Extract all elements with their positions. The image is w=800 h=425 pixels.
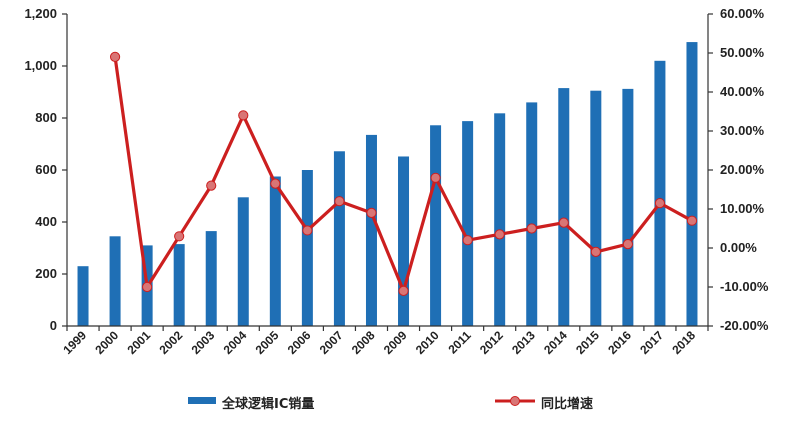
bar-2000 <box>109 236 121 326</box>
growth-point-2010 <box>430 172 441 183</box>
legend-label-sales: 全球逻辑IC销量 <box>221 396 314 412</box>
x-tick-label: 2016 <box>605 328 634 357</box>
growth-point-2000 <box>109 51 121 63</box>
growth-point-2016 <box>622 239 633 250</box>
growth-point-2018 <box>686 215 698 226</box>
right-tick-label: 50.00% <box>720 45 765 60</box>
left-tick-label: 800 <box>35 110 57 125</box>
growth-point-2014 <box>558 217 569 228</box>
x-tick-label: 2018 <box>669 328 698 357</box>
legend-marker-swatch <box>510 396 520 406</box>
growth-point-2013 <box>526 223 537 234</box>
growth-point-2007 <box>334 196 345 207</box>
x-tick-label: 2004 <box>221 328 250 357</box>
x-tick-label: 2007 <box>317 328 346 357</box>
bar-series <box>77 42 698 327</box>
left-tick-label: 200 <box>35 266 57 281</box>
x-tick-label: 2001 <box>124 328 153 357</box>
bar-2018 <box>686 42 698 327</box>
growth-point-2008 <box>366 207 377 218</box>
x-tick-label: 2011 <box>445 328 474 357</box>
bar-2005 <box>269 176 281 326</box>
right-tick-label: 60.00% <box>720 6 765 21</box>
bar-2012 <box>494 113 506 326</box>
growth-point-2003 <box>206 180 217 191</box>
x-tick-label: 2012 <box>477 328 506 357</box>
x-tick-label: 1999 <box>60 328 89 357</box>
bar-2010 <box>430 125 442 326</box>
left-tick-label: 600 <box>35 162 57 177</box>
legend: 全球逻辑IC销量 同比增速 <box>188 396 593 412</box>
right-tick-label: -20.00% <box>720 318 769 333</box>
bar-2003 <box>205 231 217 326</box>
x-tick-label: 2005 <box>253 328 282 357</box>
left-tick-label: 400 <box>35 214 57 229</box>
right-tick-label: 40.00% <box>720 84 765 99</box>
bar-2013 <box>526 102 538 327</box>
x-tick-label: 2014 <box>541 328 570 357</box>
x-tick-label: 2009 <box>381 328 410 357</box>
bar-2015 <box>590 90 602 326</box>
left-tick-label: 1,000 <box>24 58 57 73</box>
bar-2008 <box>365 134 377 326</box>
x-tick-label: 2000 <box>92 328 121 357</box>
growth-point-2001 <box>142 281 153 293</box>
bar-2006 <box>301 170 313 326</box>
left-tick-label: 1,200 <box>24 6 57 21</box>
right-tick-label: 10.00% <box>720 201 765 216</box>
bar-2016 <box>622 88 634 326</box>
growth-point-2006 <box>302 225 313 236</box>
x-tick-label: 2003 <box>189 328 218 357</box>
axes <box>62 13 713 331</box>
bar-2009 <box>398 156 410 326</box>
growth-point-2005 <box>270 178 281 189</box>
bar-2002 <box>173 244 185 326</box>
x-tick-label: 2006 <box>285 328 314 357</box>
growth-point-2015 <box>590 246 601 257</box>
bar-2007 <box>333 151 345 326</box>
left-tick-label: 0 <box>50 318 57 333</box>
bar-2014 <box>558 88 570 326</box>
bar-2004 <box>237 197 249 326</box>
right-tick-label: -10.00% <box>720 279 769 294</box>
x-tick-label: 2008 <box>349 328 378 357</box>
x-tick-label: 2010 <box>413 328 442 357</box>
growth-point-2004 <box>238 110 249 121</box>
bar-2017 <box>654 60 666 327</box>
right-tick-label: 20.00% <box>720 162 765 177</box>
right-tick-label: 0.00% <box>720 240 757 255</box>
legend-label-growth: 同比增速 <box>541 396 593 412</box>
x-tick-label: 2017 <box>637 328 666 357</box>
bar-1999 <box>77 266 89 326</box>
growth-point-2009 <box>398 285 409 296</box>
legend-bar-swatch <box>188 397 216 404</box>
growth-point-2002 <box>174 231 185 242</box>
growth-point-2011 <box>462 235 473 246</box>
growth-point-2017 <box>654 198 666 209</box>
bar-2011 <box>462 121 474 327</box>
x-tick-label: 2013 <box>509 328 538 357</box>
right-tick-label: 30.00% <box>720 123 765 138</box>
growth-line-series <box>109 51 698 296</box>
x-tick-label: 2015 <box>573 328 602 357</box>
x-tick-label: 2002 <box>157 328 186 357</box>
growth-point-2012 <box>494 229 505 240</box>
